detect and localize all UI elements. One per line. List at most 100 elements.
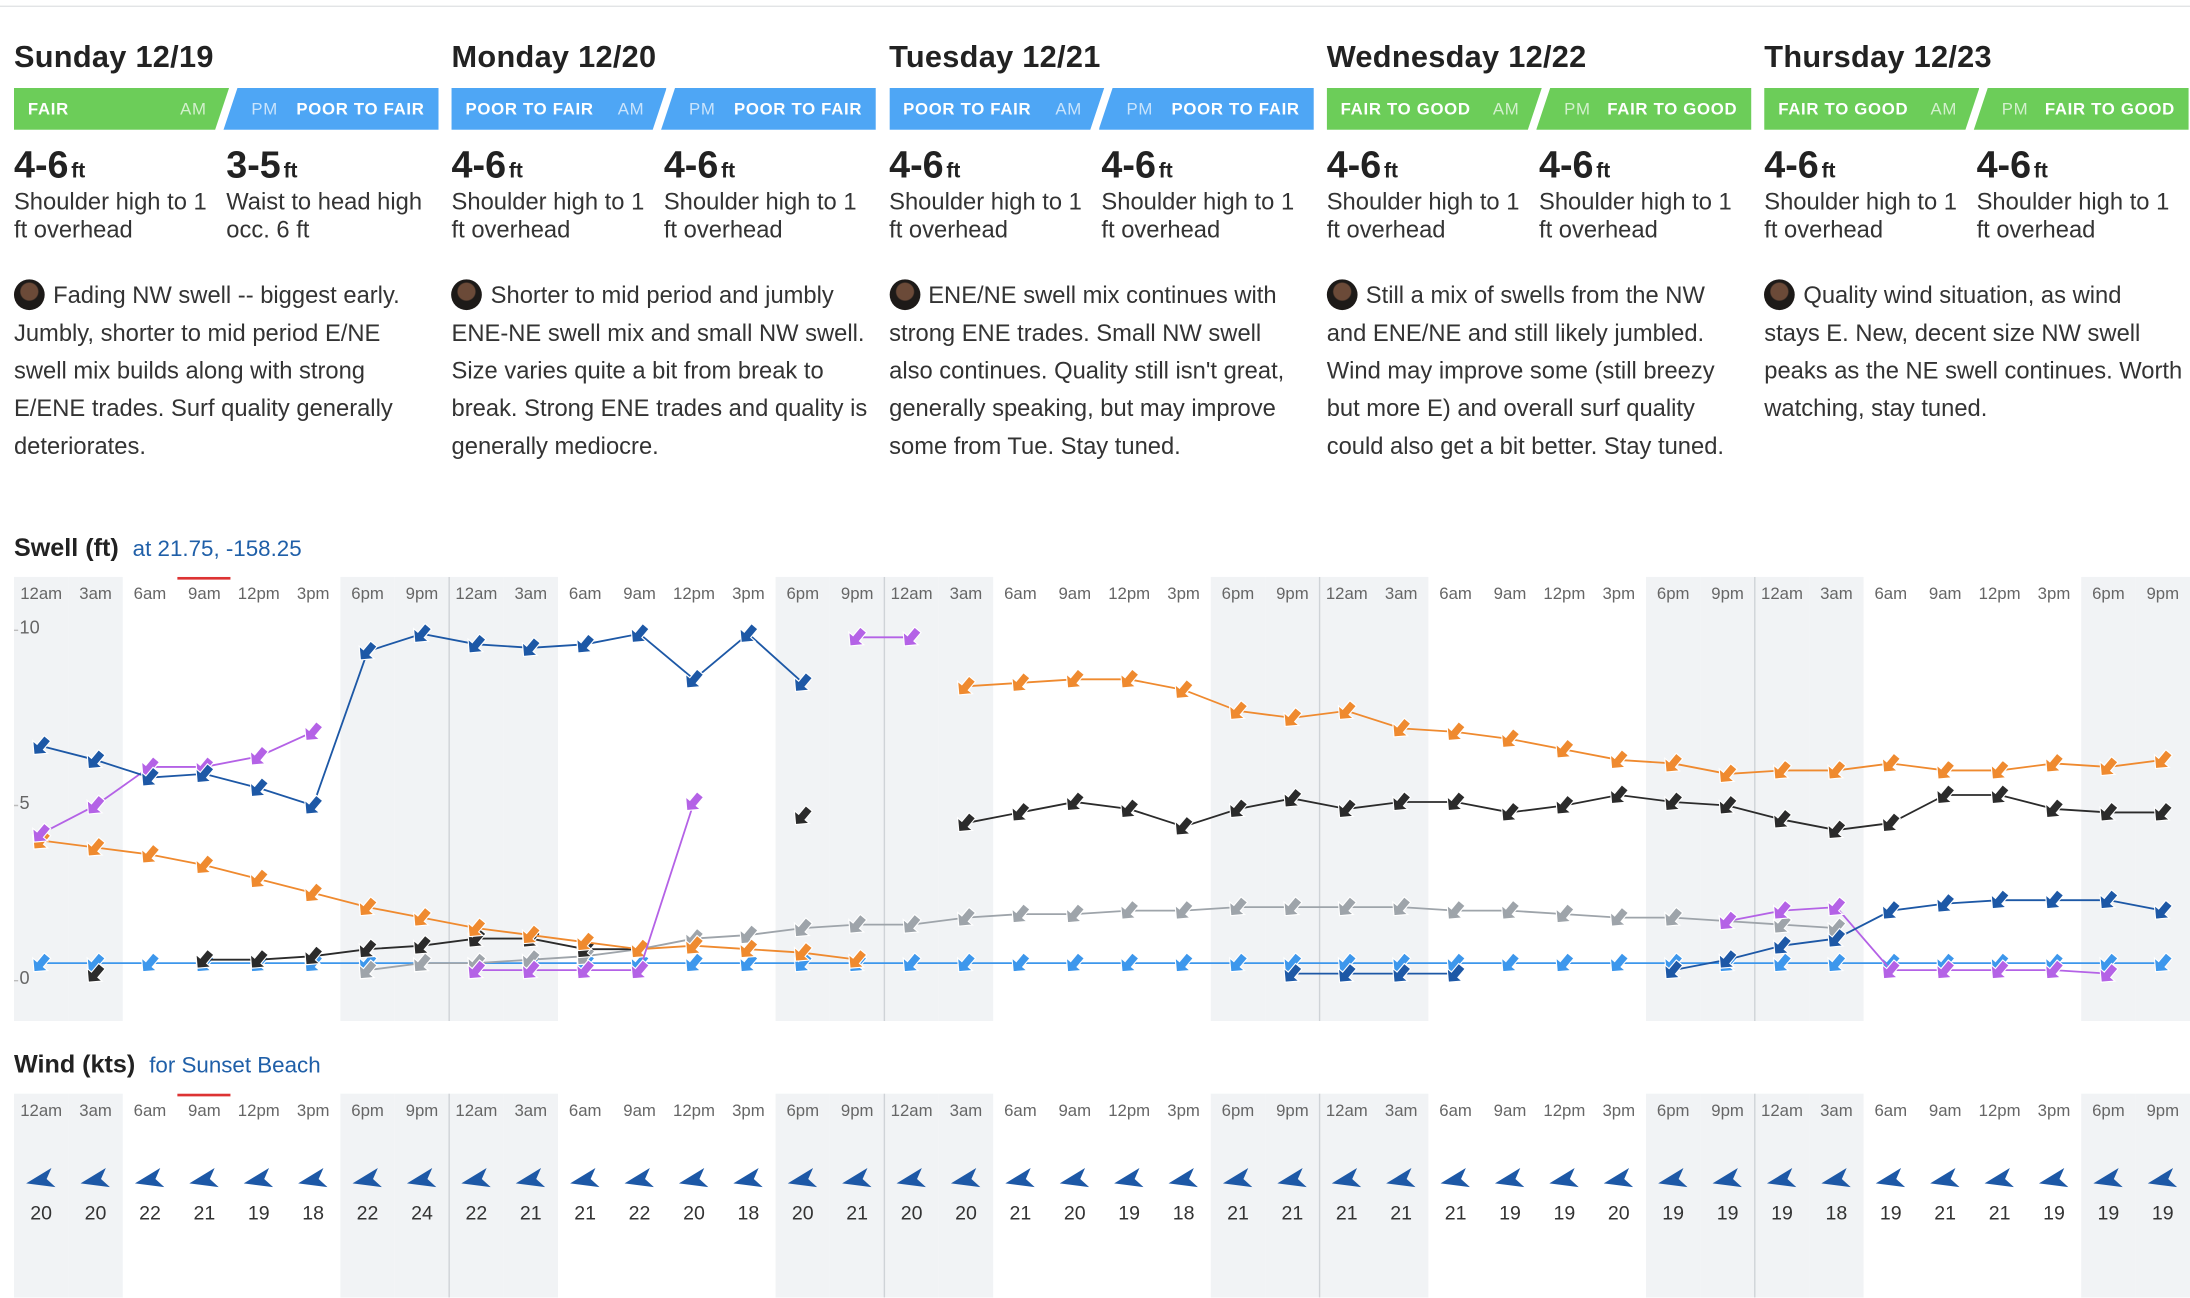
time-label: 9am [1929,584,1962,603]
height-desc: Waist to head high occ. 6 ft [226,188,423,244]
night-shade [884,1093,939,1298]
height-value: 4-6 ft [889,144,1093,189]
time-label: 9pm [406,1101,439,1120]
height-unit: ft [721,159,736,183]
time-label: 12pm [238,584,280,603]
night-shade [1373,1093,1429,1298]
height-value: 4-6 ft [14,144,218,189]
swell-arrow [412,952,433,973]
am-tag: AM [1930,99,1958,119]
swell-arrow [2099,889,2119,910]
height-unit: ft [1384,159,1398,183]
night-shade [1754,576,1810,1021]
rating-text: POOR TO FAIR [296,99,425,119]
wind-arrow [2147,1168,2178,1188]
am-tag: AM [180,99,207,119]
wind-speed: 19 [1499,1202,1521,1224]
height-unit: ft [946,159,961,183]
pm-rating: PM POOR TO FAIR [223,87,439,130]
swell-arrow [1827,819,1847,840]
wind-speed: 19 [2098,1202,2120,1224]
swell-arrow [1011,903,1031,924]
time-label: 9pm [406,584,439,603]
swell-arrow [1827,927,1847,948]
rating-bar: POOR TO FAIR AM PM POOR TO FAIR [889,87,1314,130]
time-label: 12am [891,1101,933,1120]
wind-speed: 21 [193,1202,215,1224]
height-col: 4-6 ft Shoulder high to 1 ft overhead [1977,144,2181,245]
swell-arrow [956,906,977,927]
time-label: 3am [79,584,112,603]
time-label: 12pm [673,1101,715,1120]
section-subtitle[interactable]: for Sunset Beach [149,1054,321,1079]
forecaster-avatar [1764,279,1795,311]
y-tick-label: 0 [20,968,30,988]
time-label: 3pm [1167,1101,1200,1120]
swell-arrow [32,822,52,843]
day-card: Sunday 12/19 FAIR AM PM POOR TO FAIR 4-6 ft Sho… [13,39,439,255]
wind-speed: 24 [411,1202,433,1224]
night-shade [775,1093,830,1298]
section-title: Wind (kts) [13,1050,136,1079]
time-label: 12am [455,1101,497,1120]
time-label: 12pm [673,584,715,603]
height-desc: Shoulder high to 1 ft overhead [1764,188,1958,244]
time-label: 12pm [1108,1101,1150,1120]
rating-bar: POOR TO FAIR AM PM POOR TO FAIR [452,87,877,130]
swell-arrow [2099,801,2119,822]
height-unit: ft [283,159,298,183]
height-unit: ft [2033,159,2048,183]
time-label: 12am [1761,584,1803,603]
rating-bar: FAIR TO GOOD AM PM FAIR TO GOOD [1327,87,1752,130]
time-label: 9pm [841,584,874,603]
time-label: 3pm [732,584,765,603]
pm-rating: PM POOR TO FAIR [1098,87,1314,130]
swell-arrow [304,720,324,742]
time-label: 9am [188,1101,221,1120]
time-label: 12pm [1979,584,2021,603]
swell-arrow [1609,906,1630,927]
swell-arrow [1337,962,1358,983]
swell-arrow [1228,952,1249,973]
am-tag: AM [1055,99,1082,119]
rating-text: FAIR TO GOOD [2044,99,2175,119]
swell-arrow [684,934,705,955]
time-label: 12pm [1543,584,1585,603]
forecast-text: Quality wind situation, as wind stays E.… [1764,277,2183,428]
swell-arrow [1718,948,1738,969]
wind-speed: 22 [357,1202,379,1224]
time-label: 6am [1004,1101,1037,1120]
height-desc: Shoulder high to 1 ft overhead [1976,188,2170,244]
swell-arrow [1827,759,1847,780]
height-range: 4-6 [1101,143,1156,186]
height-unit: ft [1158,159,1173,183]
time-label: 6pm [1657,584,1690,603]
swell-arrow [630,622,650,643]
swell-arrow [739,952,759,973]
wind-arrow [352,1168,382,1188]
time-label: 12am [1326,1101,1368,1120]
swell-arrow [1609,748,1630,770]
time-label: 9pm [1276,584,1309,603]
swell-arrow [358,896,378,917]
wind-arrow [950,1168,981,1188]
swell-arrow [1283,787,1303,808]
pm-tag: PM [1126,99,1154,119]
forecast-text: Shorter to mid period and jumbly ENE-NE … [451,277,871,466]
swell-arrow [86,794,106,815]
swell-arrow [249,868,270,889]
swell-arrow [1337,699,1358,721]
swell-arrow [2044,959,2065,980]
height-col: 4-6 ft Shoulder high to 1 ft overhead [1327,144,1531,245]
night-shade [1210,1093,1266,1298]
forecast-text: ENE/NE swell mix continues with strong E… [889,277,1308,466]
night-shade [938,576,994,1021]
wind-arrow [298,1168,328,1188]
time-label: 6am [134,1101,167,1120]
time-label: 6am [134,584,167,603]
day-card: Monday 12/20 POOR TO FAIR AM PM POOR TO FAIR… [451,39,877,255]
heights: 4-6 ft Shoulder high to 1 ft overhead 4-6 ft… [1764,144,2189,256]
swell-arrow [1337,798,1358,819]
section-subtitle[interactable]: at 21.75, -158.25 [132,537,302,562]
wind-arrow [1930,1168,1960,1188]
